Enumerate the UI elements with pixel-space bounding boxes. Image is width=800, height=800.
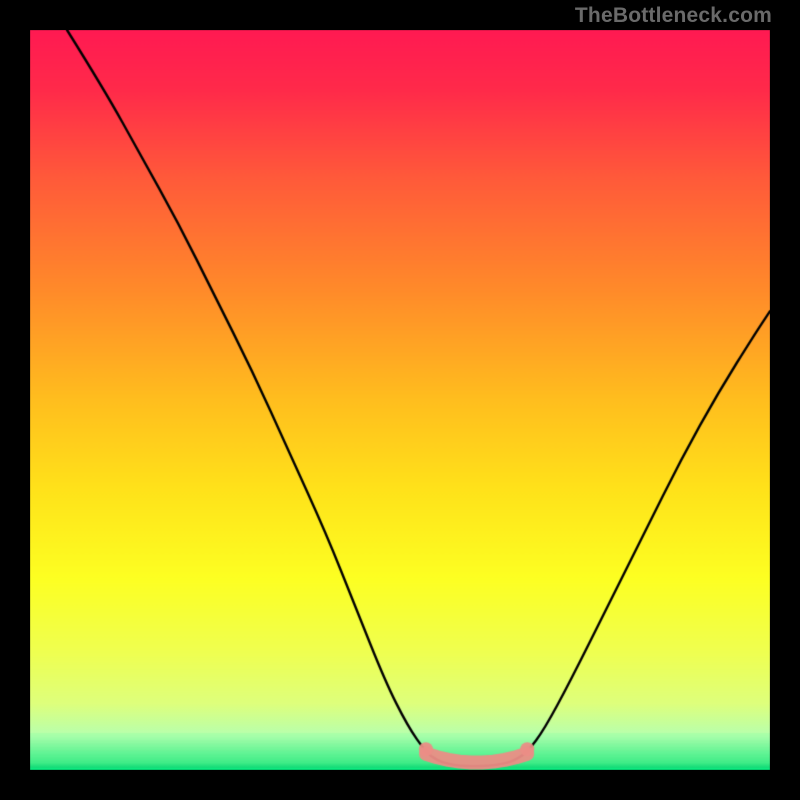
watermark-label: TheBottleneck.com xyxy=(575,4,772,28)
chart-stage: TheBottleneck.com xyxy=(0,0,800,800)
chart-canvas xyxy=(0,0,800,800)
